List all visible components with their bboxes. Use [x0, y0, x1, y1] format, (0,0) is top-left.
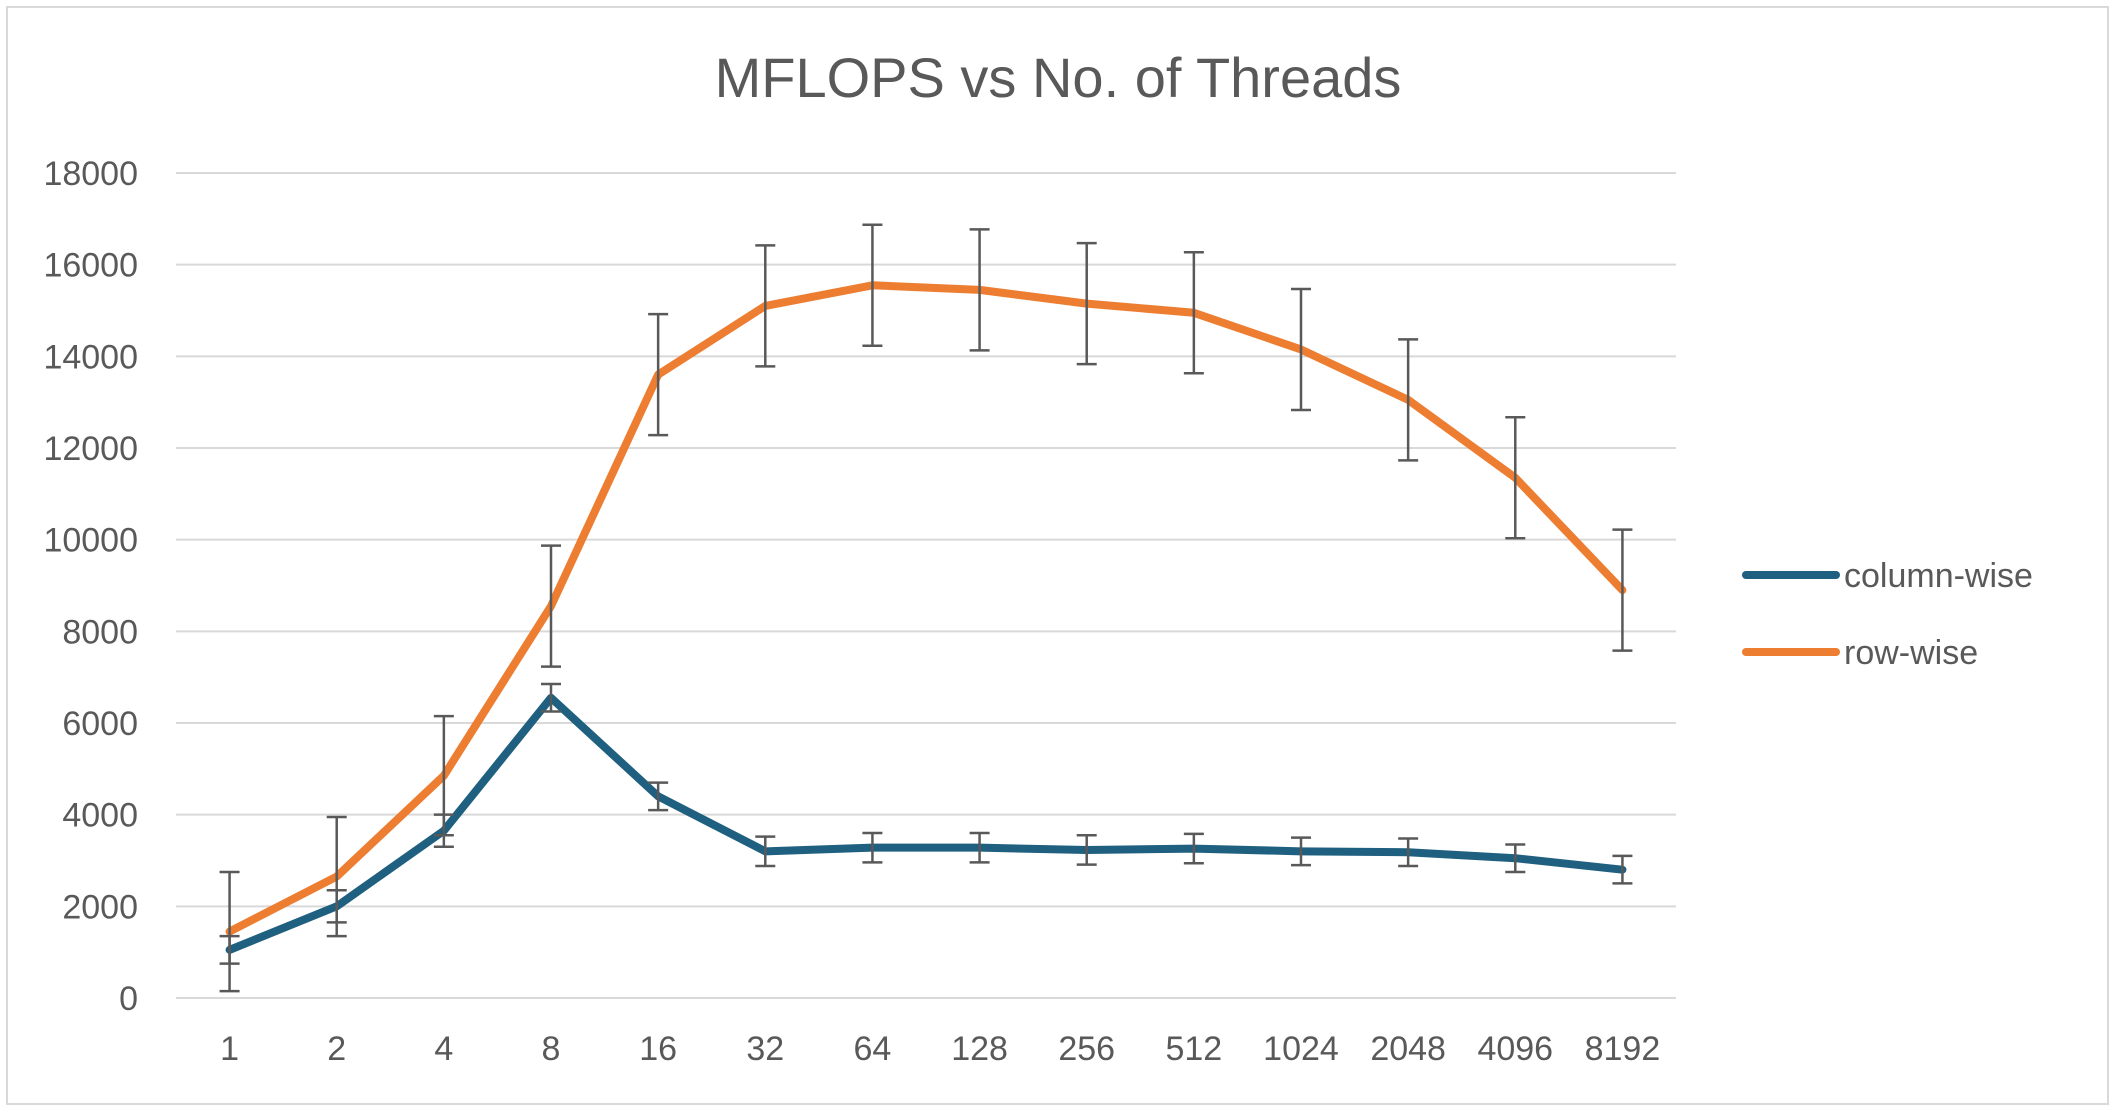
- y-tick-label: 10000: [43, 522, 138, 560]
- error-bar-column-wise-256: [1076, 834, 1097, 866]
- error-bar-column-wise-4096: [1505, 843, 1526, 874]
- x-tick-label: 2: [327, 1030, 346, 1068]
- y-tick-label: 14000: [43, 338, 138, 376]
- x-tick-label: 8: [542, 1030, 561, 1068]
- legend-label: column-wise: [1844, 557, 2033, 595]
- chart-frame: [6, 6, 2109, 1105]
- legend-item-row-wise: row-wise: [1742, 634, 1978, 672]
- error-bar-row-wise-4096: [1505, 416, 1526, 540]
- error-bar-row-wise-16: [648, 312, 669, 437]
- x-tick-label: 4096: [1477, 1030, 1553, 1068]
- y-tick-label: 8000: [62, 613, 138, 651]
- error-bar-column-wise-8192: [1612, 854, 1633, 885]
- x-tick-label: 512: [1165, 1030, 1222, 1068]
- error-bar-column-wise-64: [862, 831, 883, 864]
- y-tick-label: 2000: [62, 888, 138, 926]
- error-bar-row-wise-8: [541, 544, 561, 668]
- error-bar-row-wise-32: [755, 244, 776, 368]
- x-axis-ticks: 1 2 4 8 16 32 64 128 256 512 1024 2048 4096 8192: [220, 1030, 1660, 1068]
- error-bar-row-wise-512: [1183, 251, 1204, 375]
- legend-item-column-wise: column-wise: [1742, 557, 2033, 595]
- y-tick-label: 18000: [43, 155, 138, 193]
- error-bar-row-wise-2: [326, 815, 347, 938]
- error-bar-row-wise-8192: [1612, 528, 1633, 652]
- x-tick-label: 256: [1058, 1030, 1115, 1068]
- error-bar-row-wise-256: [1076, 241, 1097, 366]
- error-bar-row-wise-64: [862, 223, 883, 348]
- y-tick-label: 12000: [43, 430, 138, 468]
- error-bar-row-wise-1: [219, 870, 240, 993]
- legend: column-wise row-wise: [1742, 557, 2033, 672]
- x-tick-label: 64: [854, 1030, 892, 1068]
- x-tick-label: 2048: [1370, 1030, 1446, 1068]
- x-tick-label: 1: [220, 1030, 239, 1068]
- series-line-column-wise: [225, 693, 1627, 954]
- x-tick-label: 8192: [1585, 1030, 1661, 1068]
- series-lines: [225, 281, 1627, 954]
- error-bar-column-wise-128: [969, 831, 990, 864]
- x-tick-label: 1024: [1263, 1030, 1339, 1068]
- error-bar-row-wise-4: [433, 714, 454, 837]
- error-bar-column-wise-2048: [1398, 837, 1419, 868]
- error-bar-column-wise-32: [755, 835, 776, 868]
- y-tick-label: 6000: [62, 705, 138, 743]
- y-axis-ticks: 0 2000 4000 6000 8000 10000 12000 14000 16000 180…: [43, 155, 138, 1018]
- error-bar-row-wise-1024: [1291, 287, 1311, 412]
- error-bar-row-wise-2048: [1398, 338, 1419, 462]
- error-bar-column-wise-8: [541, 682, 561, 713]
- gridlines: [176, 172, 1676, 999]
- x-tick-label: 4: [434, 1030, 453, 1068]
- x-tick-label: 16: [639, 1030, 677, 1068]
- error-bar-column-wise-1024: [1291, 836, 1311, 867]
- legend-label: row-wise: [1844, 634, 1978, 672]
- error-bar-row-wise-128: [969, 228, 990, 352]
- y-tick-label: 0: [119, 980, 138, 1018]
- series-line-row-wise: [225, 281, 1627, 936]
- error-bar-column-wise-16: [648, 781, 669, 812]
- chart-title: MFLOPS vs No. of Threads: [715, 46, 1402, 109]
- x-tick-label: 32: [746, 1030, 784, 1068]
- error-bar-column-wise-512: [1183, 832, 1204, 865]
- y-tick-label: 4000: [62, 797, 138, 835]
- error-bars: [219, 223, 1633, 993]
- y-tick-label: 16000: [43, 247, 138, 285]
- x-tick-label: 128: [951, 1030, 1008, 1068]
